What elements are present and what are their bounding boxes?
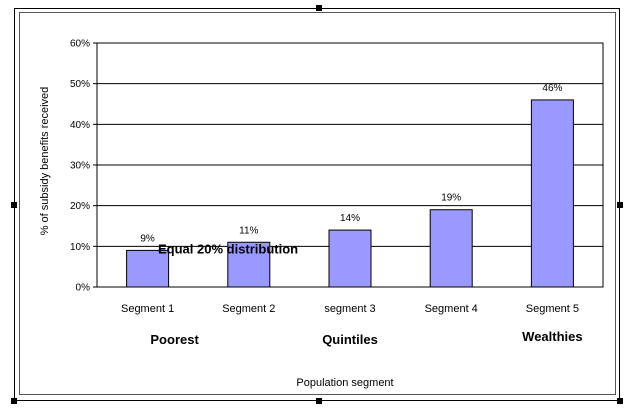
- bar: [429, 209, 473, 288]
- category-label: segment 3: [324, 303, 375, 315]
- y-tick-label: 50%: [70, 79, 90, 90]
- data-label: 11%: [239, 225, 258, 236]
- resize-handle-bottom-right[interactable]: [617, 398, 623, 404]
- data-label: 19%: [441, 193, 461, 204]
- y-axis-title: % of subsidy benefits received: [39, 87, 51, 236]
- data-label: 9%: [140, 233, 155, 244]
- data-label: 14%: [340, 213, 360, 224]
- group-label-wealthies: Wealthies: [522, 329, 582, 344]
- bars: [126, 99, 574, 288]
- y-tick-label: 60%: [70, 39, 90, 50]
- data-label: 46%: [542, 83, 562, 94]
- equal-distribution-annotation: Equal 20% distribution: [158, 242, 298, 257]
- resize-handle-right[interactable]: [617, 202, 623, 208]
- y-tick-label: 0%: [76, 283, 91, 294]
- chart-area-border: [19, 12, 616, 395]
- resize-handle-top[interactable]: [316, 5, 322, 11]
- category-label: Segment 2: [222, 303, 275, 315]
- category-label: Segment 4: [425, 303, 478, 315]
- resize-handle-bottom-left[interactable]: [11, 398, 17, 404]
- y-tick-label: 10%: [70, 242, 90, 253]
- y-tick-labels: 0% 10% 20% 30% 40% 50% 60%: [70, 39, 97, 294]
- y-tick-label: 30%: [70, 161, 90, 172]
- category-label: Segment 1: [121, 303, 174, 315]
- data-labels: 9% 11% 14% 19% 46%: [140, 83, 562, 244]
- category-label: Segment 5: [526, 303, 579, 315]
- group-label-quintiles: Quintiles: [322, 332, 378, 347]
- x-axis-title: Population segment: [296, 377, 393, 389]
- group-label-poorest: Poorest: [150, 332, 199, 347]
- y-tick-label: 20%: [70, 201, 90, 212]
- bar: [227, 241, 271, 288]
- resize-handle-bottom[interactable]: [316, 398, 322, 404]
- category-labels: Segment 1 Segment 2 segment 3 Segment 4 Segm…: [121, 303, 579, 315]
- bar: [328, 229, 372, 288]
- y-tick-label: 40%: [70, 120, 90, 131]
- bar: [530, 99, 574, 288]
- resize-handle-left[interactable]: [11, 202, 17, 208]
- bar: [126, 249, 170, 288]
